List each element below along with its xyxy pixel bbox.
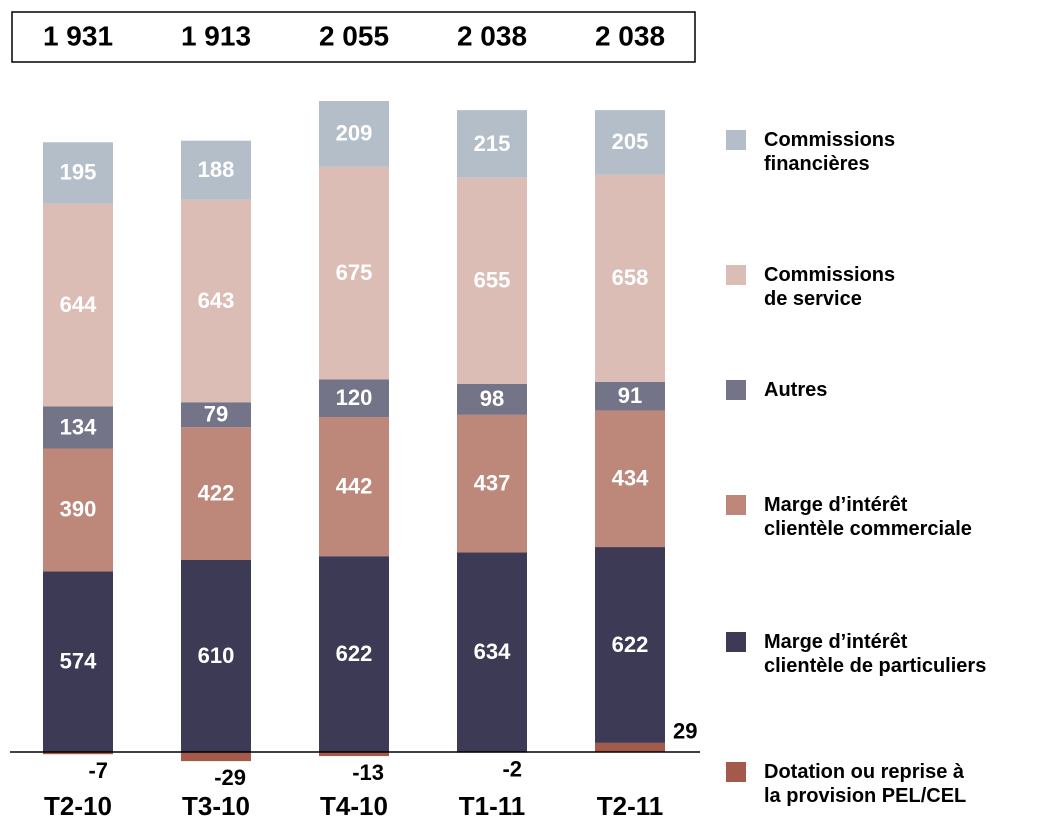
data-label: 442 — [336, 473, 373, 498]
legend-label: Marge d’intérêt clientèle de particulier… — [764, 631, 987, 677]
bar-segment — [181, 402, 251, 428]
data-label: -29 — [214, 765, 246, 790]
total-label: 2 038 — [457, 20, 527, 51]
legend-item: Autres — [726, 378, 944, 402]
bar-segment — [43, 448, 113, 572]
data-label: 622 — [336, 641, 373, 666]
bar-segment — [595, 174, 665, 382]
bar-segment — [181, 140, 251, 200]
bar-segment — [319, 417, 389, 557]
data-label: 658 — [612, 265, 649, 290]
bar-segment — [319, 166, 389, 380]
legend-label: Commissions de service — [764, 264, 896, 310]
bar-segment — [181, 427, 251, 560]
bar-segment — [457, 177, 527, 385]
data-label: 120 — [336, 385, 373, 410]
data-label: 209 — [336, 121, 373, 146]
legend-swatch — [726, 265, 746, 285]
data-label: 215 — [474, 131, 511, 156]
legend-label: Dotation ou reprise à la provision PEL/C… — [764, 761, 967, 807]
data-label: 610 — [198, 643, 235, 668]
data-label: 29 — [673, 719, 697, 744]
data-label: 644 — [60, 292, 97, 317]
total-label: 1 931 — [43, 20, 113, 51]
data-label: 643 — [198, 288, 235, 313]
bar-segment — [319, 556, 389, 752]
bar-segment — [457, 384, 527, 415]
legend-swatch — [726, 380, 746, 400]
bar-segment — [457, 552, 527, 752]
x-tick-label: T2-11 — [597, 791, 664, 821]
bar-segment — [319, 379, 389, 418]
bar-segment — [595, 381, 665, 411]
data-label: 91 — [618, 383, 642, 408]
total-label: 2 038 — [595, 20, 665, 51]
data-label: 422 — [198, 480, 235, 505]
bar-segment — [43, 203, 113, 407]
data-label: 134 — [60, 414, 97, 439]
data-label: 434 — [612, 466, 649, 491]
legend-item: Dotation ou reprise à la provision PEL/C… — [726, 760, 1064, 808]
bar-segment — [595, 410, 665, 548]
legend-swatch — [726, 632, 746, 652]
bar-segment — [595, 110, 665, 175]
legend-item: Marge d’intérêt clientèle commerciale — [726, 493, 1014, 541]
legend-label: Autres — [764, 379, 828, 401]
bar-segment — [43, 752, 113, 755]
data-label: 79 — [204, 402, 228, 427]
legend-label: Marge d’intérêt clientèle commerciale — [764, 494, 972, 540]
bar-segment — [181, 199, 251, 403]
x-tick-label: T4-10 — [320, 791, 388, 821]
legend-swatch — [726, 495, 746, 515]
legend-label: Commissions financières — [764, 129, 896, 175]
data-label: 98 — [480, 386, 504, 411]
data-label: 574 — [60, 648, 97, 673]
x-tick-label: T2-10 — [44, 791, 112, 821]
data-label: 205 — [612, 129, 649, 154]
legend-item: Commissions financières — [726, 128, 924, 176]
data-label: -13 — [352, 760, 384, 785]
data-label: 437 — [474, 470, 511, 495]
legend-swatch — [726, 762, 746, 782]
bar-segment — [457, 414, 527, 553]
total-label: 2 055 — [319, 20, 389, 51]
data-label: 655 — [474, 268, 511, 293]
legend-item: Commissions de service — [726, 263, 964, 311]
bar-segment — [181, 559, 251, 752]
legend-item: Marge d’intérêt clientèle de particulier… — [726, 630, 1064, 678]
data-label: 390 — [60, 497, 97, 522]
total-label: 1 913 — [181, 20, 251, 51]
chart: -7 574 390 134 644 195 T2-10 1 931 -29 610 422 79 64… — [10, 11, 700, 821]
bar-segment — [43, 142, 113, 204]
data-label: 634 — [474, 639, 511, 664]
legend-swatch — [726, 130, 746, 150]
data-label: 188 — [198, 157, 235, 182]
data-label: -7 — [88, 758, 108, 783]
bar-segment — [595, 547, 665, 743]
bar-segment — [457, 110, 527, 178]
data-label: 195 — [60, 160, 97, 185]
bar-segment — [43, 571, 113, 752]
bar-segment — [43, 406, 113, 449]
data-label: -2 — [502, 756, 522, 781]
bar-segment — [595, 742, 665, 752]
data-label: 675 — [336, 260, 373, 285]
x-tick-label: T1-11 — [459, 791, 526, 821]
bar-segment — [319, 101, 389, 167]
bar-segment — [319, 752, 389, 757]
x-tick-label: T3-10 — [182, 791, 250, 821]
bar-segment — [181, 752, 251, 762]
data-label: 622 — [612, 632, 649, 657]
totals-box — [11, 11, 696, 63]
